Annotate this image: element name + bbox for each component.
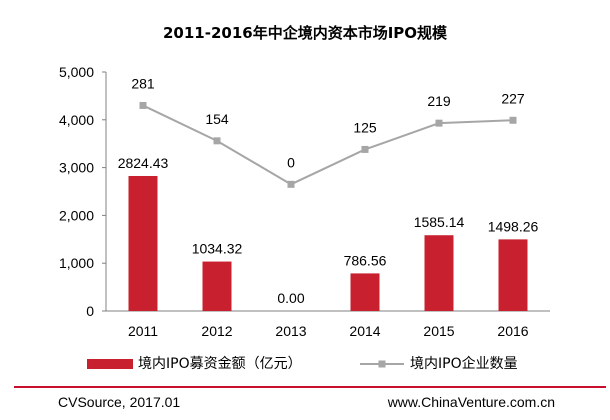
- line-data-label: 227: [501, 90, 525, 106]
- x-tick-label: 2016: [497, 323, 528, 339]
- bar: [128, 175, 158, 311]
- line-data-label: 125: [353, 119, 377, 135]
- bar-data-label: 1585.14: [414, 214, 465, 230]
- legend-bar-swatch: [87, 359, 133, 369]
- legend-line-label: 境内IPO企业数量: [410, 355, 518, 372]
- y-tick-label: 3,000: [59, 160, 94, 176]
- bar: [498, 239, 528, 311]
- bar-data-label: 1034.32: [192, 241, 243, 257]
- x-tick-label: 2012: [201, 323, 232, 339]
- x-tick-label: 2014: [349, 323, 380, 339]
- source-text: CVSource, 2017.01: [58, 394, 181, 410]
- x-tick-label: 2013: [275, 323, 306, 339]
- line-data-label: 281: [131, 75, 155, 91]
- line-series: [142, 104, 514, 186]
- y-tick-label: 0: [86, 303, 94, 319]
- y-tick-label: 5,000: [59, 64, 94, 80]
- bar-data-label: 0.00: [277, 290, 304, 306]
- line-data-label: 219: [427, 93, 451, 109]
- line-point: [361, 145, 369, 153]
- bar-data-label: 786.56: [344, 252, 387, 268]
- line-point: [139, 101, 147, 109]
- line-data-label: 154: [205, 111, 229, 127]
- line-point: [435, 119, 443, 127]
- chart-title: 2011-2016年中企境内资本市场IPO规模: [162, 24, 448, 42]
- line-data-label: 0: [287, 154, 295, 170]
- y-tick-label: 2,000: [59, 207, 94, 223]
- x-tick-label: 2011: [128, 323, 158, 339]
- bar: [202, 261, 232, 311]
- website-text: www.ChinaVenture.com.cn: [387, 394, 555, 410]
- bar: [424, 235, 454, 311]
- y-tick-label: 1,000: [59, 255, 94, 271]
- y-tick-label: 4,000: [59, 112, 94, 128]
- legend-bar-label: 境内IPO募资金额（亿元）: [138, 356, 302, 372]
- line-point: [213, 137, 221, 145]
- footer-divider: [14, 386, 606, 388]
- line-point: [287, 180, 295, 188]
- legend-line-marker: [378, 360, 386, 368]
- bar-data-label: 1498.26: [488, 218, 539, 234]
- bar-data-label: 2824.43: [118, 155, 169, 171]
- x-tick-label: 2015: [423, 323, 454, 339]
- line-point: [509, 116, 517, 124]
- bar: [350, 273, 380, 311]
